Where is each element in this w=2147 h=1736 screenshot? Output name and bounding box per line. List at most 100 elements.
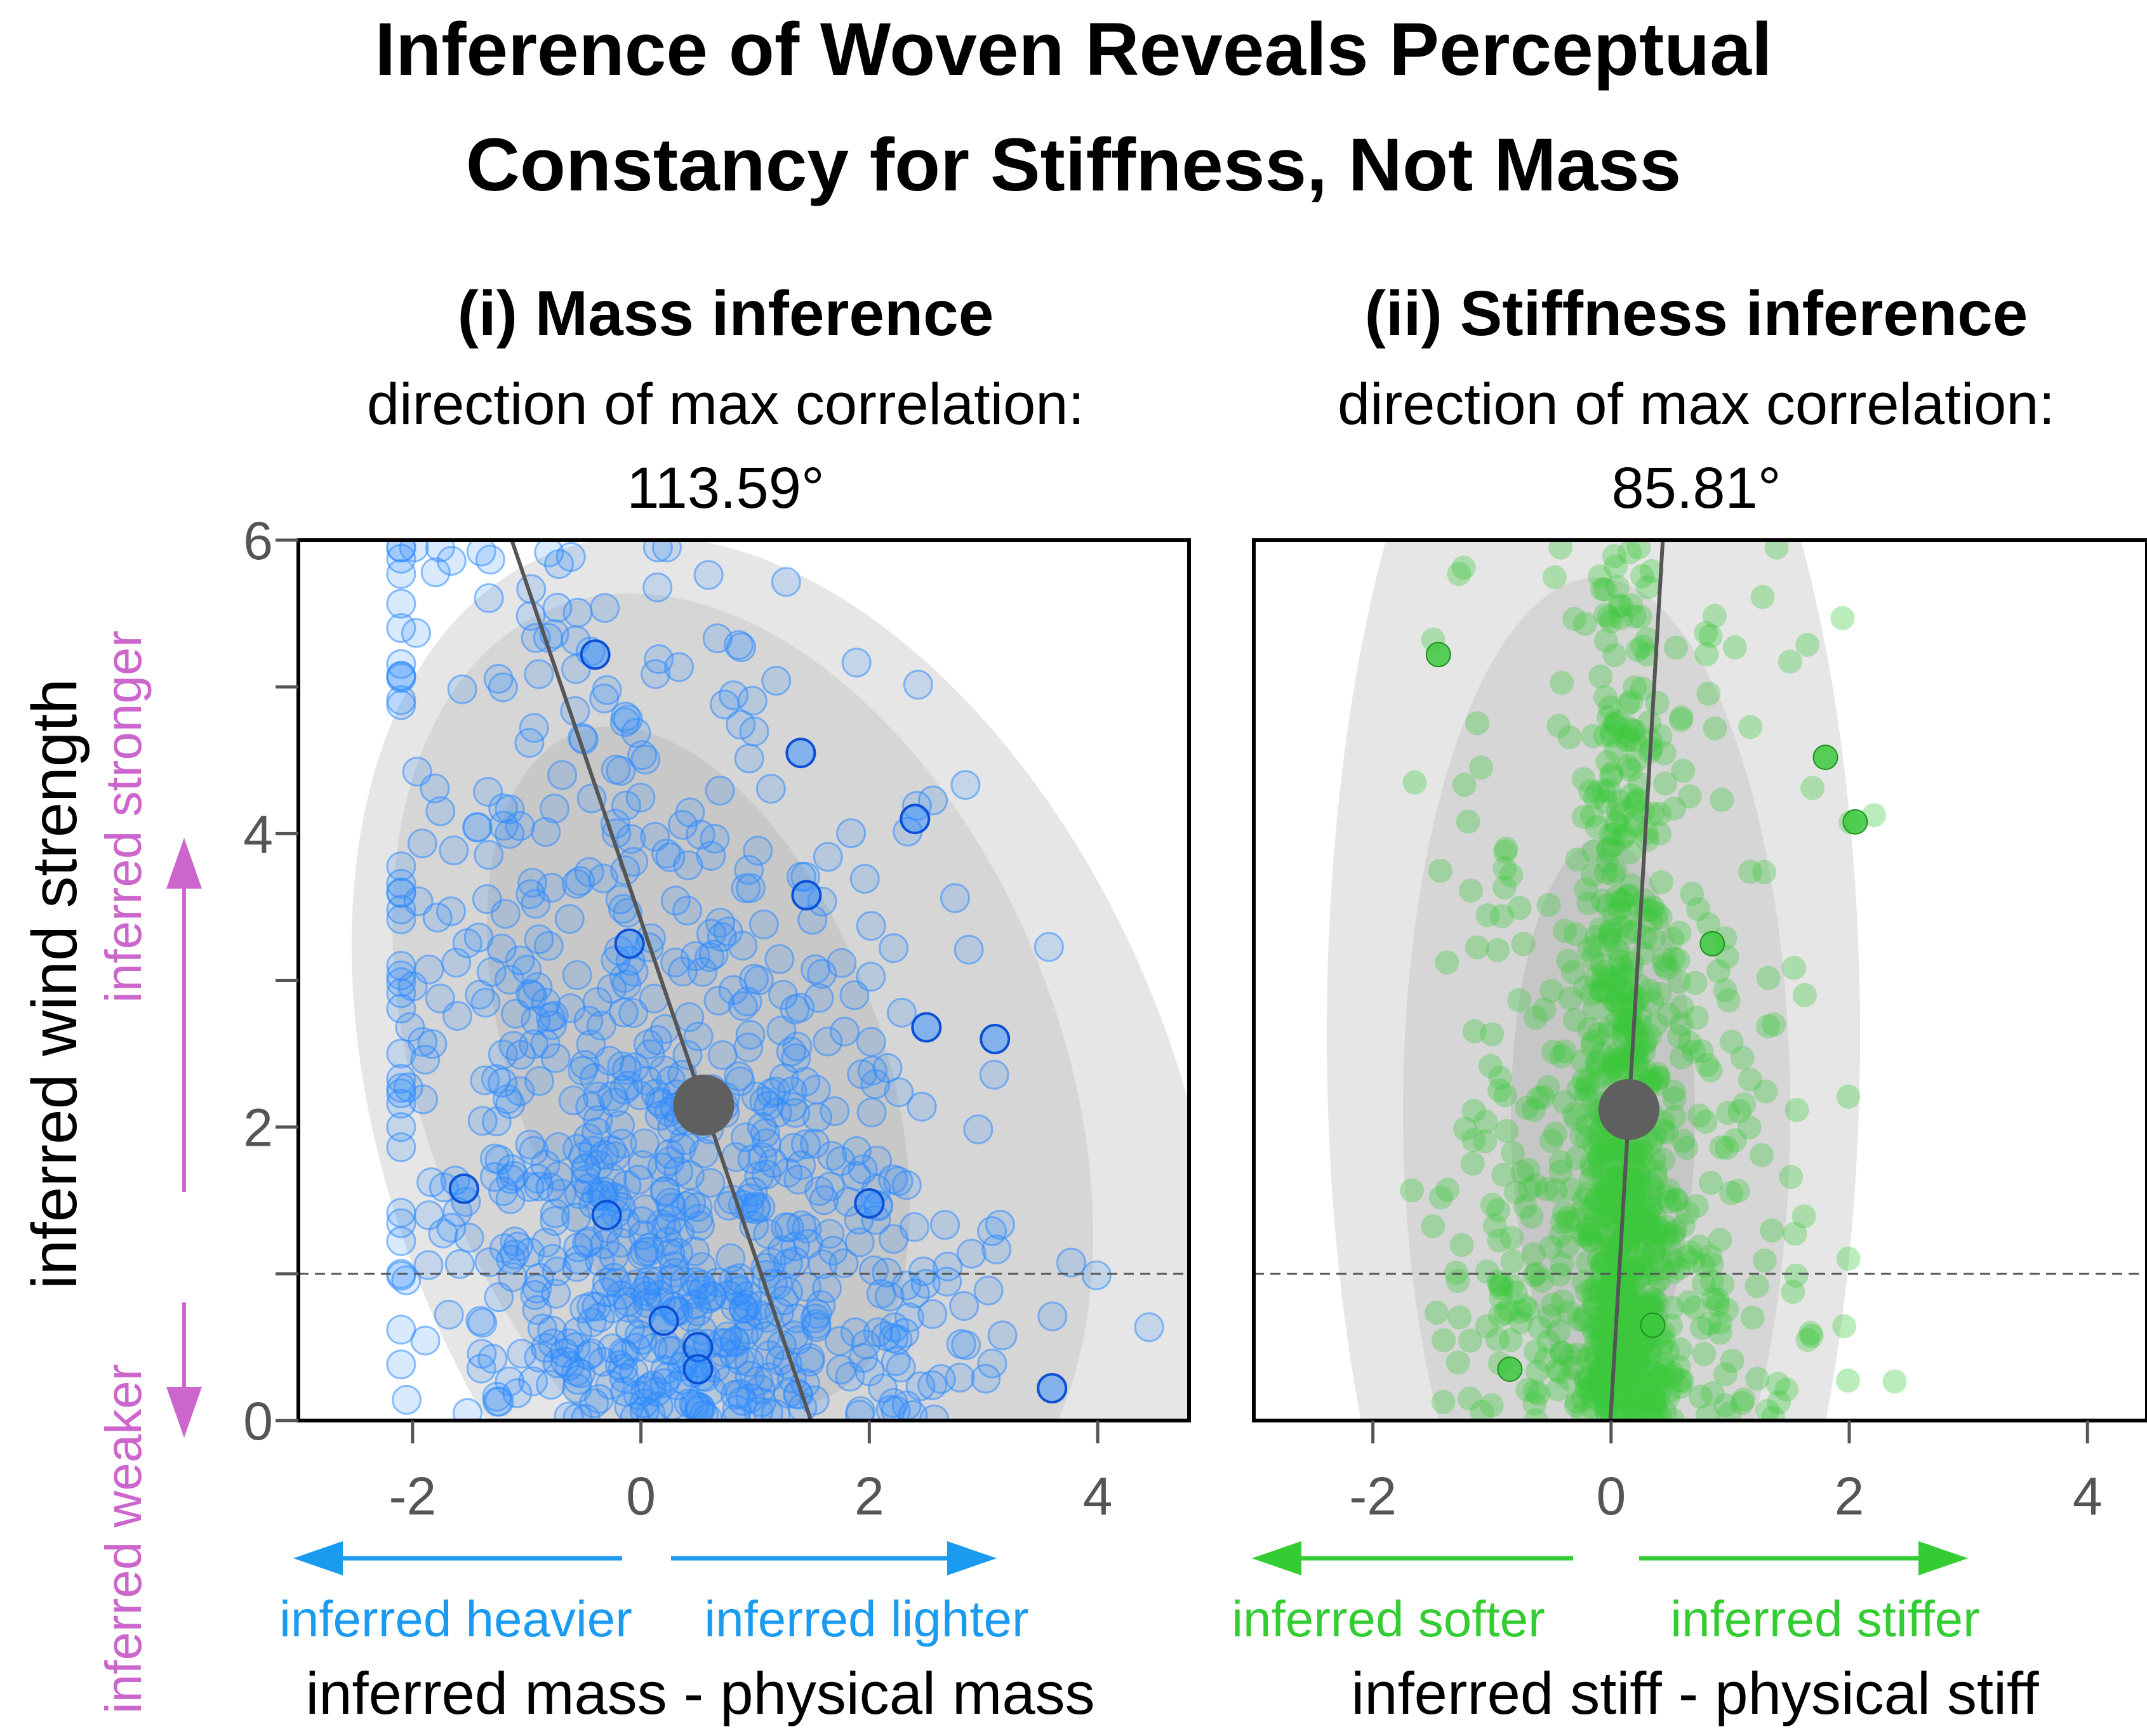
data-point	[1444, 1261, 1468, 1285]
data-point	[1649, 1365, 1673, 1390]
data-point	[1571, 1401, 1595, 1421]
data-point	[1579, 1197, 1604, 1222]
data-point	[1524, 1408, 1548, 1421]
data-point	[1572, 975, 1597, 1000]
data-point	[1598, 920, 1623, 945]
data-point	[1587, 1154, 1612, 1179]
y-tick-label: 0	[243, 1391, 273, 1451]
data-point	[609, 963, 640, 993]
data-point	[1588, 664, 1613, 689]
highlighted-point	[682, 1354, 714, 1385]
data-point	[1583, 1294, 1607, 1318]
data-point	[1636, 1210, 1661, 1235]
data-point	[1604, 1348, 1629, 1373]
data-point	[1636, 1294, 1661, 1319]
data-point	[1550, 1289, 1575, 1314]
data-point	[1778, 649, 1802, 674]
data-point	[563, 1232, 594, 1262]
data-point	[1697, 1311, 1722, 1336]
data-point	[1607, 594, 1632, 619]
data-point	[804, 983, 834, 1013]
data-point	[728, 991, 758, 1021]
data-point	[1576, 1068, 1600, 1093]
data-point	[1593, 628, 1618, 653]
data-point	[1620, 719, 1645, 743]
data-point	[1616, 1336, 1641, 1361]
data-point	[1614, 1364, 1639, 1389]
data-point	[1566, 1077, 1591, 1101]
data-point	[1589, 1328, 1614, 1353]
data-point	[1585, 924, 1609, 949]
data-point	[1586, 1228, 1611, 1253]
data-point	[1642, 1147, 1667, 1172]
data-point	[386, 1064, 416, 1094]
data-point	[883, 1166, 914, 1196]
data-point	[1621, 1168, 1646, 1193]
data-point	[611, 790, 641, 821]
data-point	[1621, 1389, 1646, 1414]
data-point	[1709, 1135, 1734, 1160]
data-point	[1564, 1107, 1588, 1132]
data-point	[1620, 1200, 1645, 1224]
data-point	[1781, 955, 1806, 980]
data-point	[771, 567, 801, 597]
data-point	[1590, 889, 1615, 913]
data-point	[1666, 948, 1691, 972]
data-point	[1675, 1200, 1700, 1225]
data-point	[1604, 971, 1628, 996]
data-point	[799, 1129, 830, 1159]
data-point	[773, 1158, 803, 1188]
data-point	[488, 1039, 518, 1070]
data-point	[1499, 863, 1524, 887]
data-point	[1694, 621, 1718, 646]
data-point	[425, 540, 455, 563]
data-point	[688, 957, 718, 987]
data-point	[856, 1097, 887, 1128]
data-point	[703, 985, 734, 1016]
data-point	[1611, 1372, 1635, 1397]
data-point	[1546, 713, 1571, 738]
data-point	[1699, 1269, 1724, 1294]
data-point	[1638, 1370, 1663, 1395]
data-point	[956, 1238, 987, 1269]
data-point	[1649, 870, 1673, 894]
data-point	[1574, 877, 1599, 902]
data-point	[1836, 1247, 1861, 1271]
data-point	[1641, 926, 1666, 951]
data-point	[1613, 1012, 1638, 1037]
data-point	[1570, 1049, 1595, 1073]
data-point	[1579, 1152, 1604, 1177]
data-point	[1645, 1388, 1670, 1413]
data-point	[1626, 1247, 1651, 1271]
data-point	[1605, 1059, 1630, 1084]
data-point	[1591, 977, 1616, 1002]
data-point	[1761, 1405, 1786, 1421]
data-point	[470, 988, 501, 1018]
data-point	[1633, 1207, 1658, 1232]
data-point	[719, 680, 749, 710]
data-point	[542, 1256, 572, 1287]
data-point	[615, 1315, 645, 1345]
data-point	[1618, 540, 1642, 565]
data-point	[933, 1251, 963, 1282]
data-point	[1576, 1345, 1601, 1370]
data-point	[386, 540, 416, 563]
data-point	[1601, 833, 1626, 858]
data-point	[1662, 1104, 1687, 1129]
data-point	[1640, 1176, 1665, 1201]
data-point	[386, 1198, 416, 1228]
highlighted-point	[785, 738, 816, 769]
data-point	[475, 545, 505, 575]
data-point	[683, 1021, 714, 1052]
data-point	[1500, 1249, 1525, 1274]
data-point	[1750, 1143, 1774, 1167]
stiffness-direction-arrows	[1252, 1541, 1968, 1575]
data-point	[1619, 783, 1644, 808]
data-point	[1601, 1308, 1626, 1332]
data-point	[1732, 1092, 1757, 1116]
data-point	[653, 1226, 683, 1257]
data-point	[1670, 995, 1694, 1019]
data-point	[813, 842, 843, 872]
data-point	[1623, 728, 1647, 753]
data-point	[1638, 1222, 1663, 1247]
